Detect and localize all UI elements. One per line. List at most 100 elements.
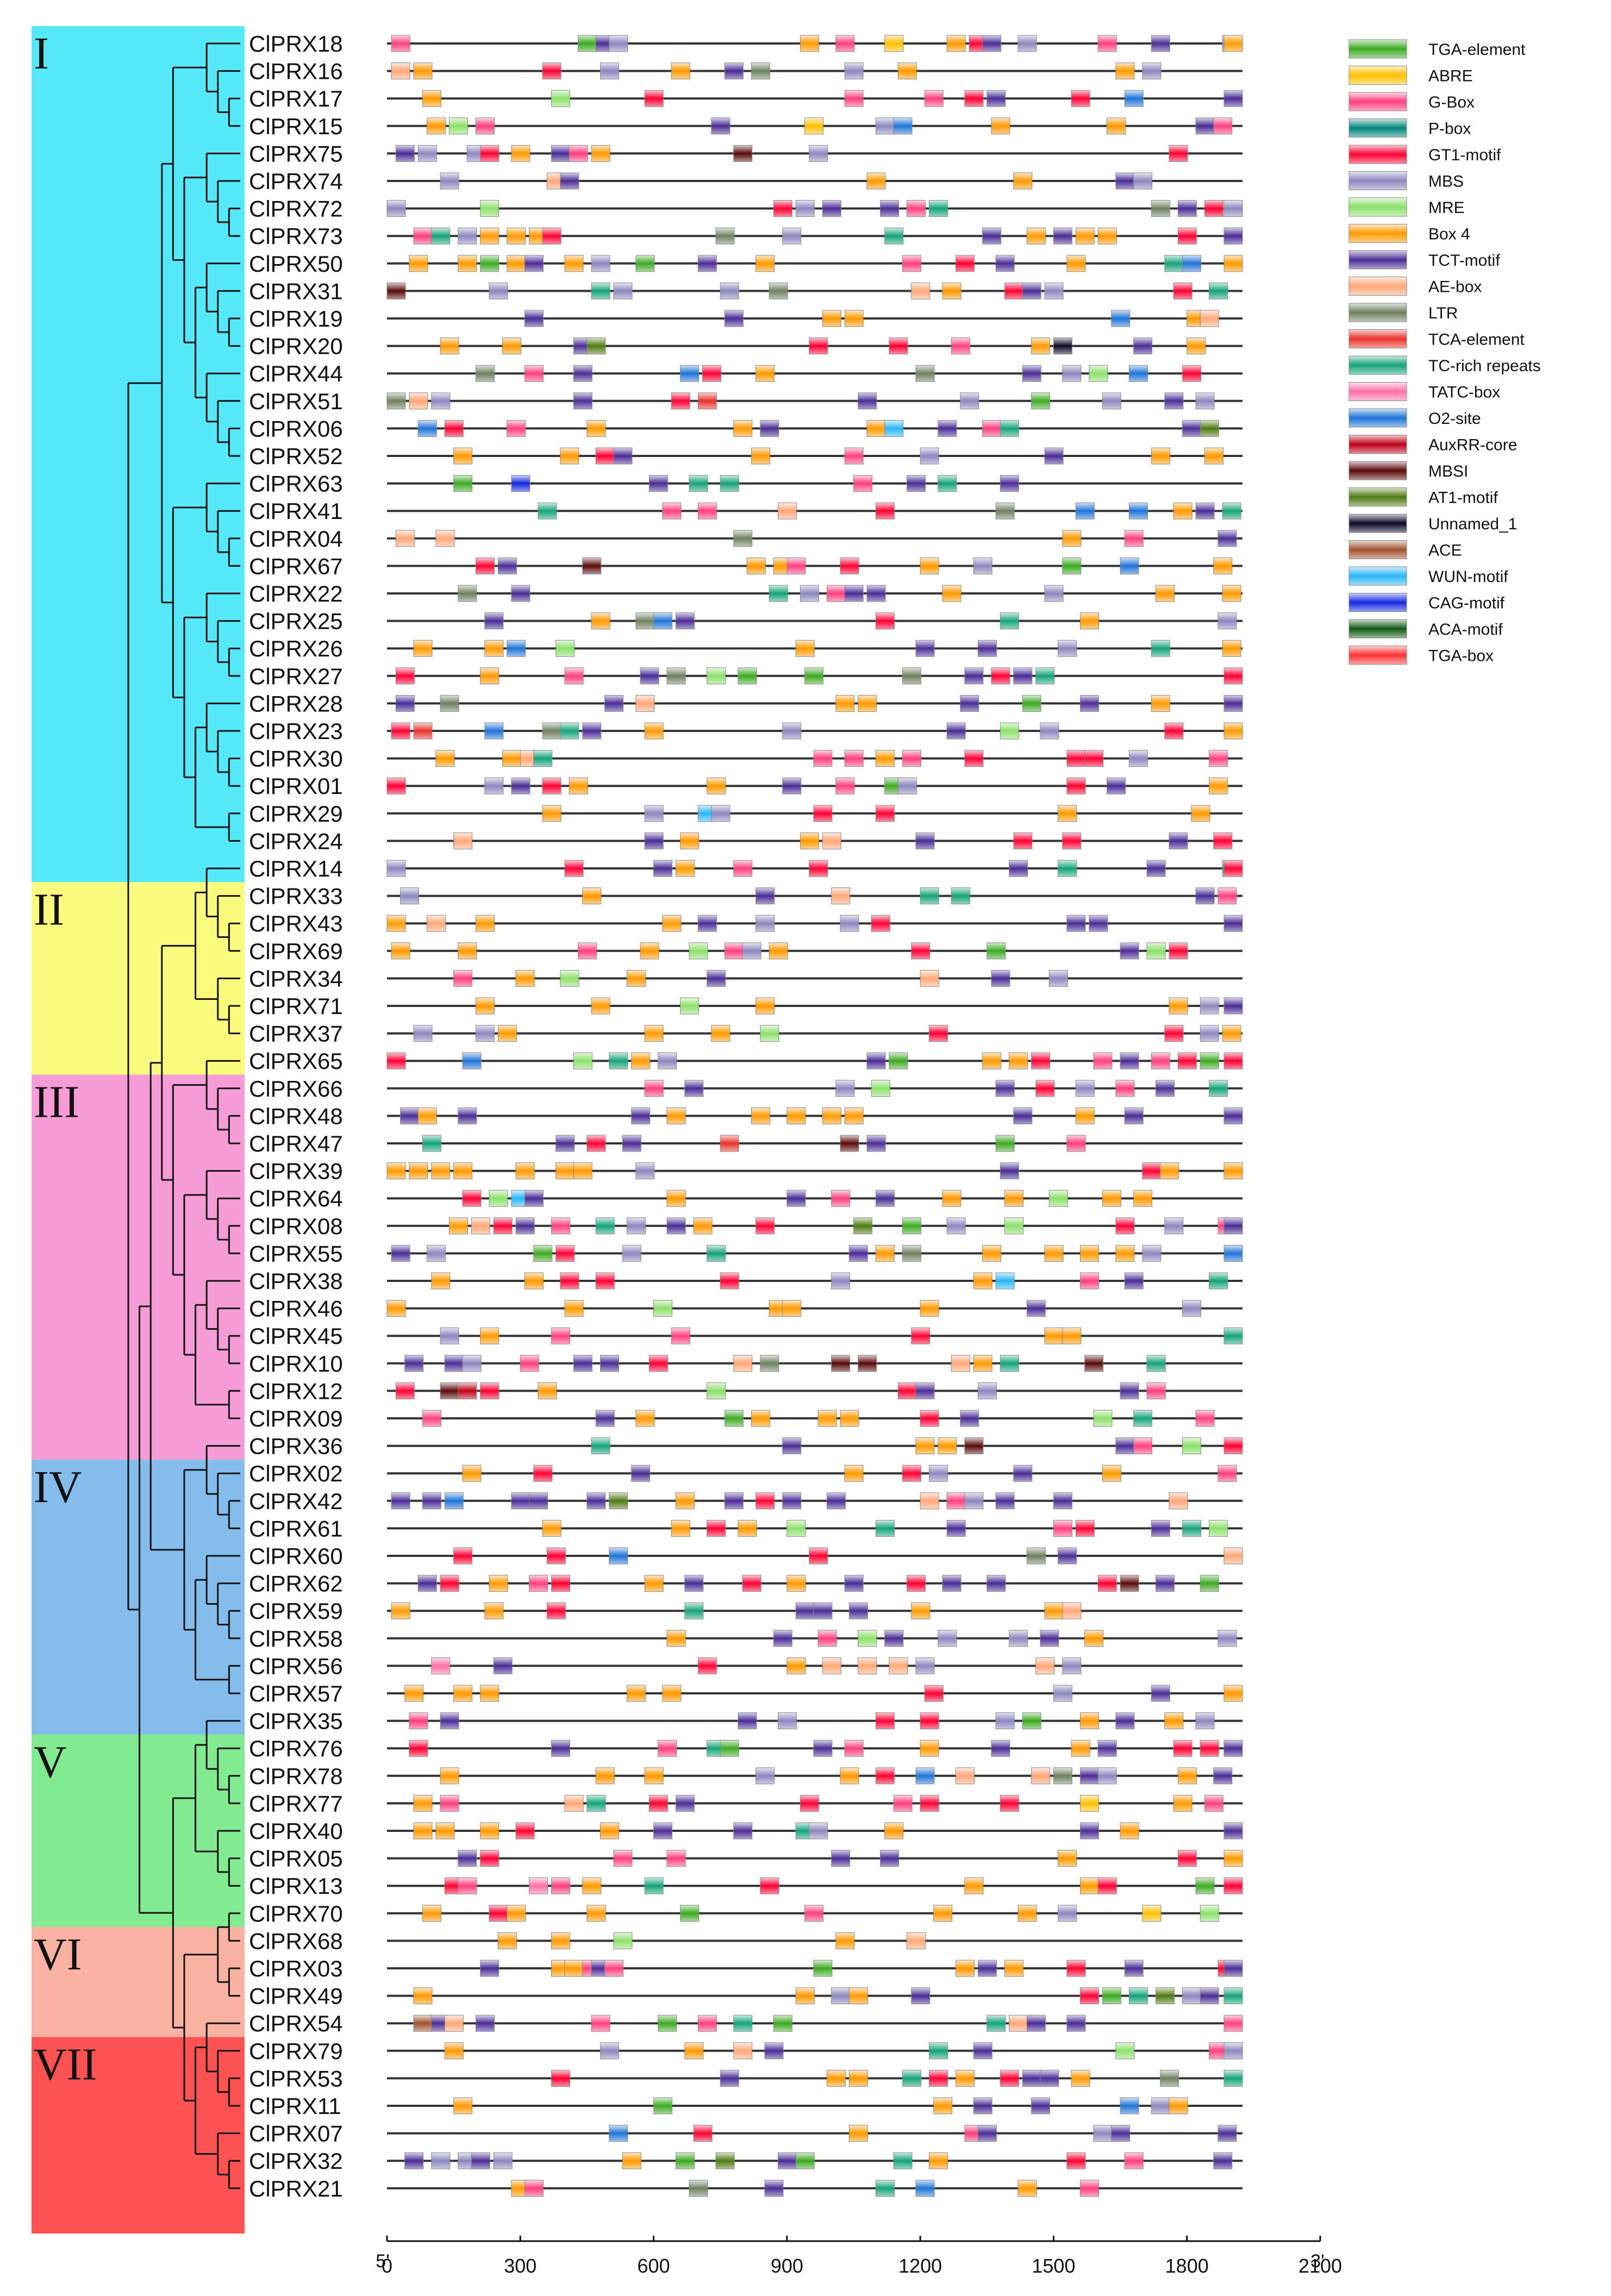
motif-g-box xyxy=(671,1327,690,1344)
motif-box-4 xyxy=(458,255,477,272)
legend-swatch xyxy=(1348,250,1407,270)
gene-label: ClPRX33 xyxy=(249,884,343,909)
legend: TGA-element ABRE G-Box P-box GT1-motif MBS MRE… xyxy=(1348,39,1541,665)
motif-o2-site xyxy=(1120,557,1139,574)
motif-gt1-motif xyxy=(564,860,584,877)
motif-gt1-motif xyxy=(1084,750,1104,767)
motif-mbs xyxy=(1164,1217,1184,1235)
motif-gt1-motif xyxy=(1035,1080,1055,1097)
motif-gt1-motif xyxy=(542,227,561,245)
motif-tga-element xyxy=(995,1135,1015,1152)
gene-label: ClPRX40 xyxy=(249,1818,343,1844)
motif-tct-motif xyxy=(1151,1519,1170,1537)
motif-box-4 xyxy=(751,1107,770,1124)
motif-tct-motif xyxy=(1066,915,1086,932)
motif-box-4 xyxy=(866,420,886,437)
motif-tc-rich-repeats xyxy=(769,585,788,602)
motif-box-4 xyxy=(1079,1877,1099,1894)
motif-ltr xyxy=(1160,2069,1179,2087)
legend-label: O2-site xyxy=(1428,410,1481,428)
motif-mbsi xyxy=(840,1135,859,1152)
motif-tct-motif xyxy=(1026,2015,1046,2032)
motif-tct-motif xyxy=(1213,2152,1233,2169)
motif-o2-site xyxy=(1223,1244,1243,1262)
motif-box-4 xyxy=(440,337,459,355)
motif-box-4 xyxy=(920,1740,939,1757)
motif-abre xyxy=(884,35,904,52)
motif-tct-motif xyxy=(1155,1080,1175,1097)
motif-tc-rich-repeats xyxy=(1000,612,1019,630)
motif-box-4 xyxy=(524,1272,544,1290)
motif-ae-box xyxy=(822,832,841,849)
motif-box-4 xyxy=(573,1162,592,1180)
motif-box-4 xyxy=(497,1025,517,1042)
motif-mbs xyxy=(427,1244,446,1262)
motif-mbs xyxy=(591,255,610,272)
motif-tct-motif xyxy=(773,1630,792,1647)
gene-label: ClPRX75 xyxy=(249,141,343,166)
motif-ltr xyxy=(666,667,686,685)
motif-box-4 xyxy=(662,1685,682,1702)
motif-tct-motif xyxy=(977,640,997,657)
gene-label: ClPRX66 xyxy=(249,1076,343,1102)
motif-gt1-motif xyxy=(1173,282,1192,299)
motif-tc-rich-repeats xyxy=(1128,1987,1148,2005)
motif-tct-motif xyxy=(1115,1712,1135,1730)
motif-tct-motif xyxy=(560,172,579,190)
axis-tick-label: 1500 xyxy=(1032,2255,1075,2277)
legend-swatch xyxy=(1348,197,1407,217)
motif-gt1-motif xyxy=(875,612,895,630)
motif-gt1-motif xyxy=(395,667,415,685)
motif-tc-rich-repeats xyxy=(928,2042,948,2060)
motif-tga-element xyxy=(480,255,499,272)
motif-tc-rich-repeats xyxy=(1223,1327,1243,1344)
motif-box-4 xyxy=(844,310,864,327)
motif-box-4 xyxy=(435,1822,455,1840)
motif-tga-element xyxy=(738,667,757,685)
motif-tct-motif xyxy=(422,1492,441,1510)
motif-tct-motif xyxy=(391,1244,410,1262)
motif-g-box xyxy=(1223,2015,1243,2032)
legend-swatch xyxy=(1348,277,1407,296)
motif-gt1-motif xyxy=(1223,1052,1243,1069)
motif-gt1-motif xyxy=(875,1767,895,1785)
legend-label: AuxRR-core xyxy=(1428,436,1517,454)
motif-g-box xyxy=(658,1740,677,1757)
gene-label: ClPRX13 xyxy=(249,1873,343,1899)
motif-box-4 xyxy=(1071,2069,1090,2087)
motif-tct-motif xyxy=(982,35,1002,52)
motif-g-box xyxy=(844,1740,864,1757)
motif-box-4 xyxy=(413,1822,433,1840)
motif-tct-motif xyxy=(471,2152,490,2169)
motif-box-4 xyxy=(431,1162,451,1180)
motif-gt1-motif xyxy=(476,557,495,574)
motif-at1-motif xyxy=(609,1492,628,1510)
motif-mbsi xyxy=(858,1355,877,1372)
motif-abre xyxy=(804,117,824,135)
motif-tct-motif xyxy=(1223,997,1243,1015)
motif-box-4 xyxy=(413,640,433,657)
gene-label: ClPRX21 xyxy=(249,2176,343,2201)
motif-box-4 xyxy=(1223,1850,1243,1867)
motif-o2-site xyxy=(915,2180,935,2197)
motif-mbs xyxy=(809,145,828,162)
motif-tct-motif xyxy=(848,1244,868,1262)
legend-label: TCA-element xyxy=(1428,331,1525,349)
motif-gt1-motif xyxy=(1000,2069,1019,2087)
motif-box-4 xyxy=(1155,585,1175,602)
motif-g-box xyxy=(697,2015,717,2032)
legend-swatch xyxy=(1348,461,1407,480)
motif-tct-motif xyxy=(738,1712,757,1730)
motif-gt1-motif xyxy=(1164,1025,1184,1042)
motif-ltr xyxy=(1026,1547,1046,1565)
motif-mbs xyxy=(915,1657,935,1674)
motif-tga-element xyxy=(578,35,597,52)
motif-tct-motif xyxy=(1223,1740,1243,1757)
motif-tct-motif xyxy=(782,1492,802,1510)
legend-swatch xyxy=(1348,382,1407,401)
motif-g-box xyxy=(569,145,588,162)
motif-tct-motif xyxy=(707,969,726,987)
motif-mre xyxy=(858,1630,877,1647)
motif-tga-element xyxy=(889,1052,908,1069)
motif-box-4 xyxy=(453,1685,473,1702)
